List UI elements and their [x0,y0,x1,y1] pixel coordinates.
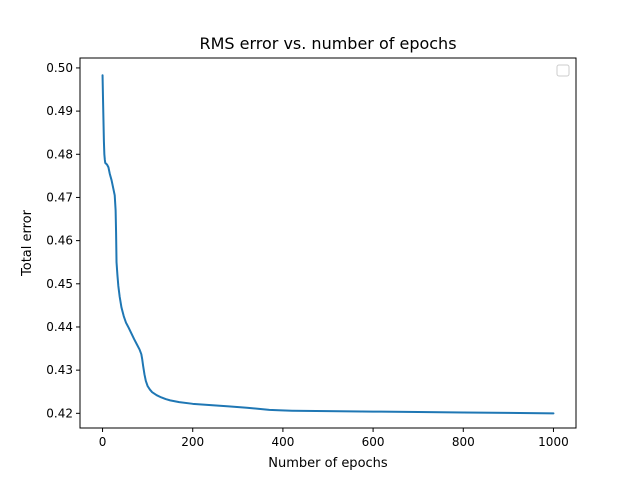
y-axis-label: Total error [20,209,35,277]
y-tick-label: 0.50 [46,61,73,75]
x-tick-label: 800 [452,435,475,449]
y-tick-label: 0.49 [46,104,73,118]
plot-frame [79,57,577,429]
y-tick-label: 0.47 [46,190,73,204]
legend-box [556,64,570,77]
y-tick-label: 0.48 [46,147,73,161]
x-tick-label: 0 [99,435,107,449]
y-tick-label: 0.43 [46,363,73,377]
y-tick-label: 0.44 [46,320,73,334]
x-axis: 0 200 400 600 800 1000 [99,428,569,449]
plot-area [80,58,576,428]
chart-title: RMS error vs. number of epochs [199,34,456,53]
y-tick-label: 0.46 [46,234,73,248]
x-tick-label: 1000 [538,435,569,449]
y-tick-label: 0.45 [46,277,73,291]
y-axis: 0.42 0.43 0.44 0.45 0.46 0.47 0.48 0.49 0.50 [46,61,80,420]
x-tick-label: 600 [362,435,385,449]
x-tick-label: 400 [271,435,294,449]
x-axis-label: Number of epochs [268,456,388,471]
x-tick-label: 200 [181,435,204,449]
series-line [101,74,555,415]
y-tick-label: 0.42 [46,406,73,420]
